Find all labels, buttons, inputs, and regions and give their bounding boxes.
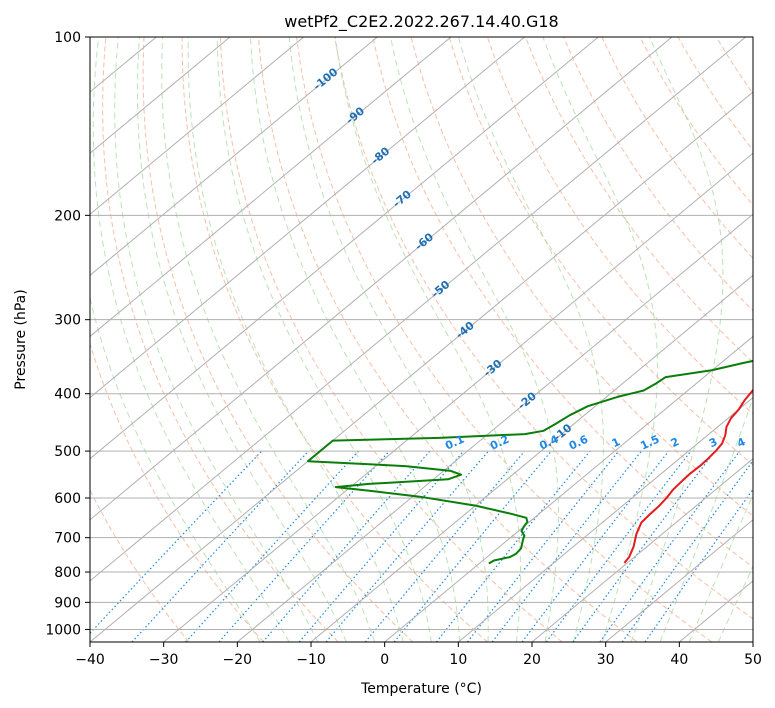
mixing-ratio-line bbox=[364, 450, 526, 642]
x-tick-label: −30 bbox=[149, 652, 179, 668]
mixing-ratio-line bbox=[218, 450, 390, 642]
y-tick-label: 400 bbox=[54, 387, 81, 403]
mixing-ratio-line bbox=[644, 488, 753, 642]
plot-background bbox=[90, 37, 753, 642]
moist-adiabat-line bbox=[92, 37, 290, 642]
x-tick-label: −20 bbox=[223, 652, 253, 668]
x-tick-label: −10 bbox=[296, 652, 326, 668]
mixing-ratio-line bbox=[90, 450, 263, 635]
moist-adiabat-line bbox=[542, 37, 658, 642]
moist-adiabat-line bbox=[114, 37, 319, 642]
dry-adiabat-line bbox=[448, 37, 753, 466]
axes: −40 −30 −20 −10 0 10 20 30 40 50 100 200 300 400 500 60… bbox=[45, 30, 762, 668]
sounding-series bbox=[307, 359, 753, 565]
moist-adiabat-line bbox=[688, 493, 753, 642]
x-tick-label: 50 bbox=[744, 652, 762, 668]
dry-adiabat-line bbox=[90, 488, 190, 642]
mixing-ratio-line bbox=[621, 459, 753, 642]
mixing-ratio-line bbox=[521, 450, 670, 642]
moist-adiabat-line bbox=[334, 37, 522, 642]
mixing-ratio-line bbox=[435, 450, 591, 642]
dry-adiabat-label: 0 bbox=[760, 463, 774, 478]
moist-adiabat-line bbox=[390, 37, 559, 642]
isotherm-line bbox=[90, 91, 753, 642]
dry-adiabat-label: 10 bbox=[759, 493, 775, 513]
x-tick-label: 20 bbox=[523, 652, 541, 668]
isotherm-line bbox=[310, 274, 753, 642]
dry-adiabat-line bbox=[142, 37, 414, 642]
isotherm-line bbox=[531, 458, 753, 642]
y-tick-label: 500 bbox=[54, 444, 81, 460]
x-tick-label: 0 bbox=[380, 652, 389, 668]
moist-adiabat-line bbox=[216, 37, 432, 642]
dry-adiabat-line bbox=[181, 37, 488, 642]
dry-adiabat-line bbox=[410, 37, 753, 517]
dry-adiabat-line bbox=[639, 37, 753, 206]
y-tick-label: 1000 bbox=[45, 622, 81, 638]
x-tick-label: 10 bbox=[449, 652, 467, 668]
dry-adiabat-label: 20 bbox=[763, 526, 775, 546]
moist-adiabat-line bbox=[249, 37, 461, 642]
isotherm-line bbox=[90, 37, 599, 460]
moist-adiabat-line bbox=[288, 37, 489, 642]
mixing-ratio-line bbox=[572, 450, 716, 642]
isotherm-line bbox=[458, 396, 753, 642]
dry-adiabat-line bbox=[563, 37, 753, 312]
dry-adiabat-line bbox=[677, 37, 753, 152]
isotherm-line bbox=[0, 37, 9, 642]
mixing-ratio-line bbox=[545, 450, 692, 642]
y-tick-label: 800 bbox=[54, 565, 81, 581]
isotherm-line bbox=[237, 213, 753, 642]
chart-title: wetPf2_C2E2.2022.267.14.40.G18 bbox=[284, 12, 558, 32]
x-tick-label: 40 bbox=[670, 652, 688, 668]
dewpoint-line bbox=[307, 359, 753, 565]
y-tick-label: 300 bbox=[54, 313, 81, 329]
y-tick-label: 600 bbox=[54, 491, 81, 507]
isotherm-line bbox=[90, 37, 304, 215]
isotherm-line bbox=[163, 152, 753, 642]
dry-adiabat-line bbox=[257, 37, 638, 642]
y-tick-label: 700 bbox=[54, 531, 81, 547]
dry-adiabat-line bbox=[601, 37, 753, 260]
x-tick-label: 30 bbox=[597, 652, 615, 668]
isotherm-line bbox=[90, 37, 452, 338]
dry-adiabat-line bbox=[755, 37, 775, 642]
isotherm-line bbox=[384, 335, 753, 642]
y-tick-label: 900 bbox=[54, 595, 81, 611]
dry-adiabat-label: 30 bbox=[768, 558, 775, 578]
y-axis-title: Pressure (hPa) bbox=[13, 289, 29, 389]
isotherm-line bbox=[90, 37, 378, 276]
x-tick-label: −40 bbox=[75, 652, 105, 668]
dry-adiabat-line bbox=[486, 37, 753, 415]
isotherm-line bbox=[90, 37, 746, 582]
moist-adiabat-line bbox=[187, 37, 404, 642]
moist-adiabat-line bbox=[90, 295, 261, 642]
isotherm-line bbox=[90, 37, 525, 399]
moist-adiabat-line bbox=[659, 396, 753, 642]
dry-adiabat-line bbox=[334, 37, 753, 620]
mixing-ratio-line bbox=[185, 450, 359, 642]
temperature-line bbox=[623, 388, 753, 564]
moist-adiabat-line bbox=[161, 37, 376, 642]
isotherm-line bbox=[752, 641, 753, 642]
isotherm-line bbox=[605, 519, 753, 642]
dry-adiabat-line bbox=[102, 37, 339, 642]
x-axis-title: Temperature (°C) bbox=[360, 681, 482, 697]
dry-adiabat-line bbox=[525, 37, 753, 364]
mixing-ratio-line bbox=[393, 450, 552, 642]
background-lines bbox=[0, 37, 775, 642]
isotherm-line bbox=[90, 37, 673, 521]
moist-adiabat-line bbox=[136, 37, 347, 642]
dry-adiabat-line bbox=[296, 37, 713, 642]
y-tick-label: 200 bbox=[54, 208, 81, 224]
isotherm-line bbox=[90, 37, 231, 154]
mixing-ratio-line bbox=[599, 450, 741, 642]
plot-frame bbox=[89, 36, 754, 643]
moist-adiabat-line bbox=[630, 37, 724, 642]
y-tick-label: 100 bbox=[54, 30, 81, 46]
dry-adiabat-line bbox=[90, 342, 264, 642]
mixing-ratio-line bbox=[325, 450, 489, 642]
dry-adiabat-line bbox=[219, 37, 563, 642]
